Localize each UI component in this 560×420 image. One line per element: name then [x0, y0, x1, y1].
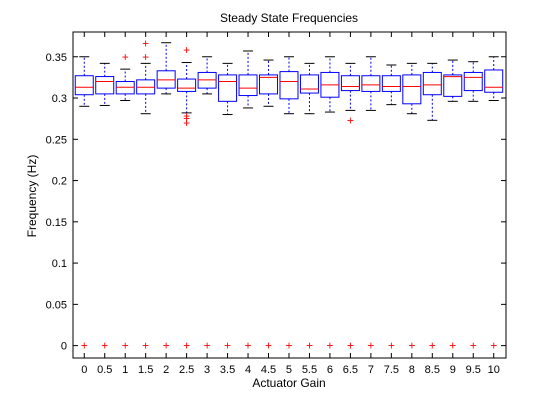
x-tick-label: 8.5	[425, 364, 440, 376]
x-tick-label: 3.5	[220, 364, 235, 376]
outlier-marker: +	[122, 339, 129, 353]
x-tick-label: 5.5	[302, 364, 317, 376]
outlier-marker: +	[183, 339, 190, 353]
outlier-marker: +	[122, 50, 129, 64]
x-tick-label: 0.5	[97, 364, 112, 376]
plot-area: 0 0.05 0.1 0.15 0.2 0.25 0.3 0.35 0 0.5 1 1.5 2 2.5 3 3…	[46, 31, 507, 376]
outlier-marker: +	[347, 113, 354, 127]
y-tick-label: 0.2	[52, 176, 67, 188]
outlier-marker: +	[388, 339, 395, 353]
y-tick-label: 0.35	[46, 52, 67, 64]
outlier-marker: +	[142, 37, 149, 51]
outlier-marker: +	[81, 339, 88, 353]
outlier-marker: +	[245, 339, 252, 353]
outlier-marker: +	[449, 339, 456, 353]
outlier-marker: +	[142, 50, 149, 64]
box-iqr	[95, 76, 115, 95]
outlier-marker: +	[183, 109, 190, 123]
x-tick-label: 10	[488, 364, 500, 376]
outlier-marker: +	[183, 116, 190, 130]
x-tick-label: 2.5	[179, 364, 194, 376]
x-tick-label: 6	[327, 364, 333, 376]
y-tick-label: 0	[61, 341, 67, 353]
outlier-marker: +	[183, 112, 190, 126]
y-tick-label: 0.3	[52, 93, 67, 105]
outlier-marker: +	[347, 339, 354, 353]
box-iqr	[340, 75, 360, 92]
outlier-marker: +	[306, 339, 313, 353]
y-tick-label: 0.05	[46, 299, 67, 311]
box-iqr	[484, 69, 504, 93]
outlier-marker: +	[163, 339, 170, 353]
outlier-marker: +	[408, 339, 415, 353]
box-iqr	[361, 75, 381, 92]
box-iqr	[422, 71, 442, 96]
x-tick-label: 1.5	[138, 364, 153, 376]
x-tick-label: 8	[409, 364, 415, 376]
outlier-marker: +	[204, 339, 211, 353]
chart-title: Steady State Frequencies	[220, 11, 358, 25]
box-iqr	[177, 78, 197, 92]
box-iqr	[463, 71, 483, 92]
x-tick-label: 4	[245, 364, 251, 376]
outlier-marker: +	[101, 339, 108, 353]
x-tick-label: 6.5	[343, 364, 358, 376]
box-iqr	[299, 74, 319, 94]
box-iqr	[279, 71, 299, 100]
outlier-marker: +	[285, 339, 292, 353]
x-axis-label: Actuator Gain	[252, 376, 325, 390]
outlier-marker: +	[429, 339, 436, 353]
box-iqr	[74, 75, 94, 96]
y-tick-label: 0.15	[46, 217, 67, 229]
x-tick-label: 2	[163, 364, 169, 376]
outlier-marker: +	[142, 339, 149, 353]
y-tick-label: 0.25	[46, 134, 67, 146]
y-axis-label: Frequency (Hz)	[25, 155, 39, 238]
x-tick-label: 7	[368, 364, 374, 376]
x-tick-label: 1	[122, 364, 128, 376]
outlier-marker: +	[490, 339, 497, 353]
outlier-marker: +	[326, 339, 333, 353]
x-tick-label: 7.5	[384, 364, 399, 376]
box-iqr	[443, 74, 463, 97]
axes-frame	[72, 31, 507, 359]
box-iqr	[381, 75, 401, 92]
outlier-marker: +	[265, 339, 272, 353]
x-tick-label: 9	[450, 364, 456, 376]
x-tick-label: 5	[286, 364, 292, 376]
y-tick-label: 0.1	[52, 258, 67, 270]
box-iqr	[218, 74, 238, 102]
box-iqr	[402, 74, 422, 105]
outlier-marker: +	[470, 339, 477, 353]
x-tick-label: 9.5	[466, 364, 481, 376]
x-tick-label: 4.5	[261, 364, 276, 376]
outlier-marker: +	[183, 43, 190, 57]
outlier-marker: +	[224, 339, 231, 353]
box-iqr	[259, 74, 279, 95]
x-tick-label: 3	[204, 364, 210, 376]
outlier-marker: +	[367, 339, 374, 353]
box-iqr	[238, 74, 258, 97]
x-tick-label: 0	[81, 364, 87, 376]
